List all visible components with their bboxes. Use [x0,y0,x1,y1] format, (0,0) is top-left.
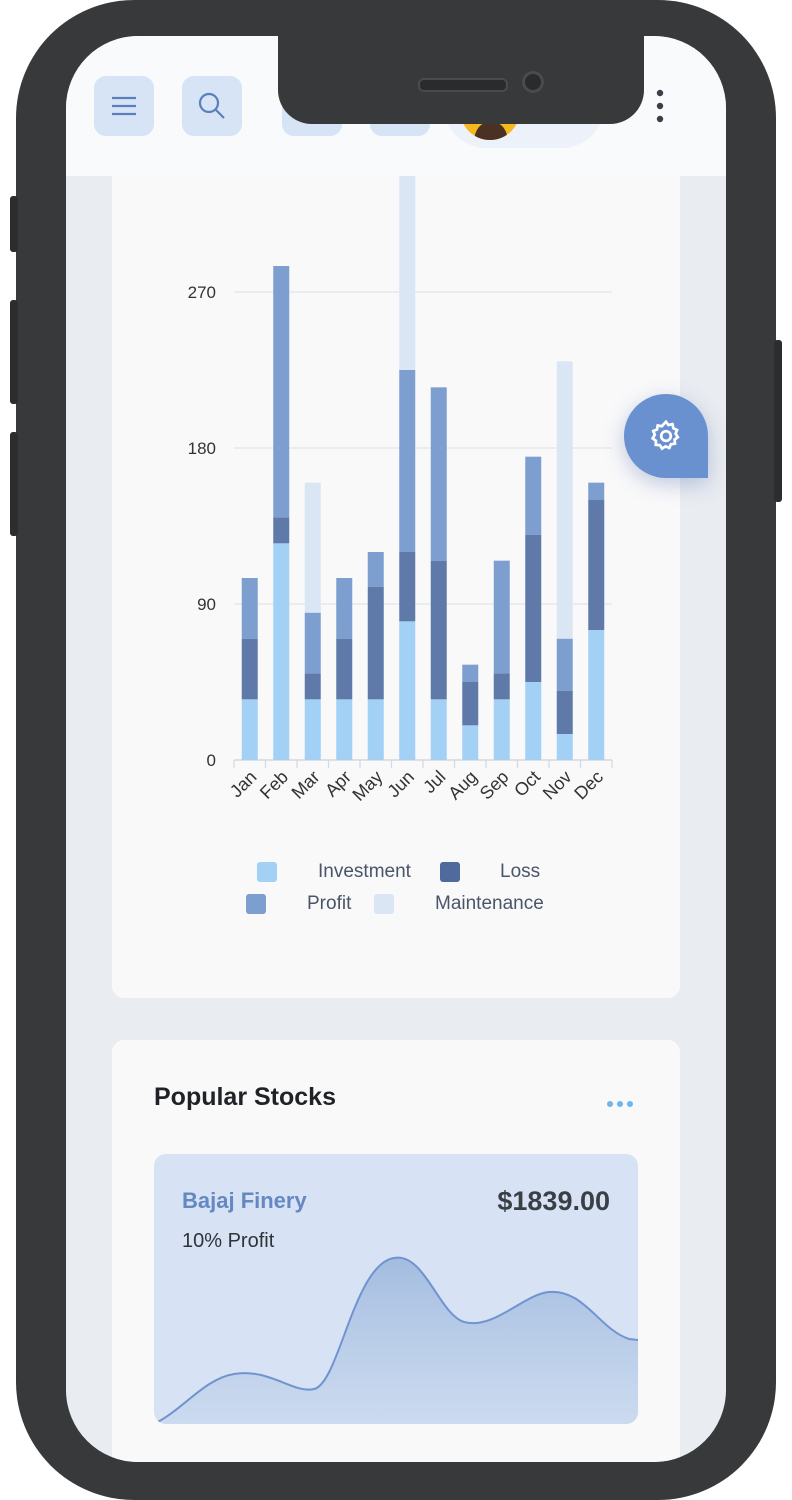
bar-segment-profit [304,612,321,674]
gear-icon [650,419,680,451]
phone-camera [522,71,544,93]
x-tick-label: Jun [383,767,418,802]
x-tick-label: Jan [226,767,261,802]
bar-segment-investment [273,543,290,760]
legend-label-investment: Investment [318,861,411,882]
y-tick-label: 0 [207,751,216,770]
legend-swatch-loss [440,862,460,882]
chart-card [112,136,680,998]
x-tick-label: Dec [570,767,607,804]
bar-segment-profit [525,456,542,535]
bar-segment-profit [336,578,353,639]
bar-segment-profit [399,370,416,552]
bar-segment-profit [556,638,573,691]
x-tick-label: Aug [444,767,481,804]
phone-side-button [10,300,18,404]
menu-icon [112,96,136,116]
bar-segment-loss [304,673,321,700]
bar-segment-maintenance [556,361,573,639]
legend-label-profit: Profit [307,893,352,914]
bar-segment-investment [399,621,416,760]
bar-segment-profit [273,266,290,518]
more-vertical-button[interactable] [654,88,666,129]
legend-swatch-investment [257,862,277,882]
bar-segment-loss [430,560,447,700]
phone-screen: 0 90 180 270 Jan Feb Mar Apr May Jun Jul Aug Sep Oct N… [66,36,726,1462]
floating-settings-button[interactable] [624,394,708,478]
bar-segment-loss [336,638,353,700]
bar-segment-investment [304,699,321,760]
bar-segment-loss [273,517,290,544]
menu-button[interactable] [94,76,154,136]
more-horizontal-icon[interactable] [606,1096,634,1114]
bar-segment-investment [367,699,384,760]
bar-segment-investment [525,682,542,760]
y-tick-label: 90 [197,595,216,614]
x-tick-label: Sep [476,767,513,804]
y-tick-label: 180 [188,439,216,458]
phone-speaker [418,78,508,92]
bar-segment-investment [556,734,573,760]
bar-segment-profit [493,560,510,674]
stock-price: $1839.00 [497,1186,610,1216]
bar-segment-investment [241,699,258,760]
search-button[interactable] [182,76,242,136]
x-tick-label: Mar [288,767,324,803]
section-title: Popular Stocks [154,1083,336,1111]
legend-swatch-profit [246,894,266,914]
bar-segment-investment [430,699,447,760]
bar-segment-loss [588,500,605,630]
stock-change: 10% Profit [182,1230,275,1252]
bar-segment-loss [367,586,384,700]
x-tick-label: Apr [321,767,355,801]
x-tick-label: Jul [419,767,449,797]
x-tick-label: May [348,767,386,805]
stock-card[interactable]: Bajaj Finery $1839.00 10% Profit [154,1154,638,1424]
legend-label-loss: Loss [500,861,541,882]
bar-segment-maintenance [304,482,321,613]
stock-name: Bajaj Finery [182,1188,307,1213]
bar-segment-profit [588,482,605,500]
bar-segment-profit [430,387,447,561]
bar-segment-loss [525,534,542,682]
bar-segment-maintenance [399,170,416,370]
x-tick-label: Nov [539,767,576,804]
more-vertical-icon [656,89,664,123]
x-tick-label: Oct [510,767,544,801]
bar-segment-investment [588,630,605,760]
legend-label-maintenance: Maintenance [435,893,544,914]
bar-segment-loss [399,552,416,622]
bar-segment-loss [556,690,573,734]
bar-segment-profit [241,578,258,639]
bar-segment-profit [462,664,479,682]
x-tick-label: Feb [256,767,292,803]
phone-side-button [774,340,782,502]
bar-segment-loss [462,682,479,726]
search-icon [198,92,225,119]
phone-side-button [10,432,18,536]
bar-segment-loss [241,638,258,700]
bar-segment-investment [493,699,510,760]
bar-segment-investment [462,725,479,760]
stock-sparkline [154,1256,638,1424]
y-tick-label: 270 [188,283,216,302]
bar-segment-loss [493,673,510,700]
bar-segment-investment [336,699,353,760]
legend-swatch-maintenance [374,894,394,914]
bar-segment-profit [367,552,384,587]
phone-side-button [10,196,18,252]
